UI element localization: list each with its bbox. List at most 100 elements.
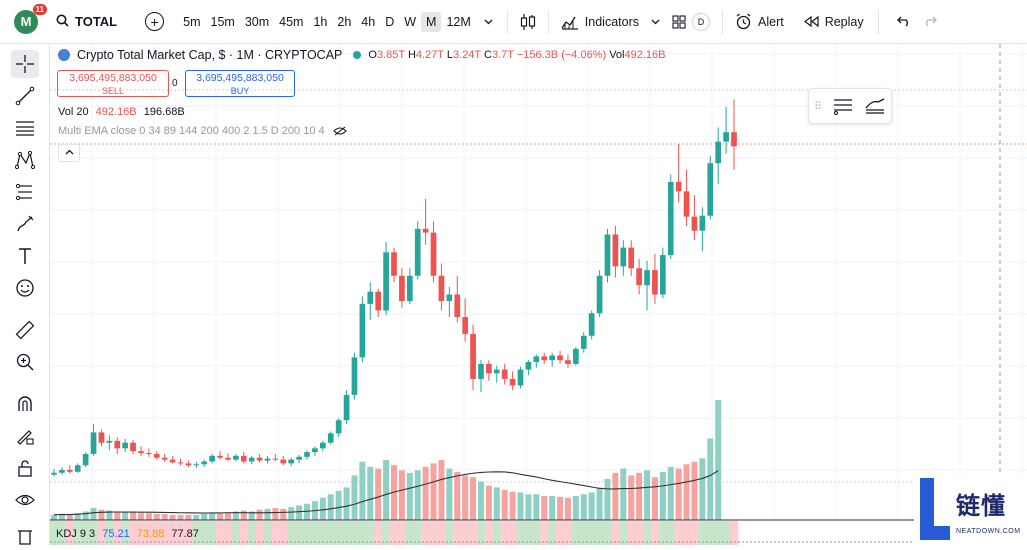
close-label: C [484,49,492,61]
candle-body [122,442,129,449]
replay-button[interactable]: Replay [798,12,870,32]
interval-w[interactable]: W [404,14,417,29]
volume-bar [90,508,97,520]
drag-handle-icon[interactable]: ⠿ [813,100,823,113]
kdj-band [239,521,249,545]
indicators-icon [561,16,578,30]
chart-type-button[interactable] [514,10,542,34]
sell-button[interactable]: 3,695,495,883,050 SELL [57,70,169,97]
interval-1h[interactable]: 1h [313,14,328,29]
candle-body [557,355,563,361]
brush-icon[interactable] [11,210,39,238]
volume-bar [612,472,619,520]
interval-15m[interactable]: 15m [210,14,235,29]
separator [722,9,723,34]
kdj-band [477,521,486,545]
add-symbol-icon[interactable]: + [145,12,165,31]
pattern-icon[interactable] [11,146,39,174]
volume-label: Vol 20 [58,106,89,118]
interval-dropdown-icon[interactable] [476,16,501,28]
interval-2h[interactable]: 2h [337,14,352,29]
volume-bar [707,438,714,520]
eye-icon[interactable] [11,486,39,514]
trash-icon[interactable] [11,522,39,550]
volume-bar [169,514,176,520]
crosshair-icon[interactable] [11,50,39,78]
candle-body [493,369,500,374]
volume-bar [343,487,350,520]
candle-body [486,363,492,374]
avatar-letter: M [20,14,32,29]
candle-body [248,457,255,462]
kdj-band [160,521,170,545]
indicators-dropdown-icon[interactable] [645,16,666,28]
ruler-icon[interactable] [11,316,39,344]
volume-bar [446,468,453,520]
alert-button[interactable]: Alert [729,10,790,33]
redo-button[interactable] [917,13,943,30]
volume-ma-line [53,470,719,516]
emoji-icon[interactable] [11,274,39,302]
volume-bar [580,494,587,520]
legend-title[interactable]: Crypto Total Market Cap, $ · 1M · CRYPTO… [77,48,343,62]
trend-lines-icon[interactable] [864,96,886,116]
price-chart[interactable] [50,44,1027,545]
kdj-band [674,521,684,545]
magnet-icon[interactable] [11,390,39,418]
symbol-search[interactable]: TOTAL [56,14,117,30]
layouts-button[interactable] [666,12,692,32]
kdj-band [263,521,272,545]
horizontal-lines-icon[interactable] [832,96,854,116]
volume-bar [620,468,627,520]
interval-d[interactable]: D [385,14,395,29]
volume-bar [470,477,477,520]
volume-legend[interactable]: Vol 20 492.16B 196.68B [58,106,185,118]
kdj-band [445,521,454,545]
volume-value-2: 196.68B [143,106,185,118]
candle-body [296,456,302,460]
zoom-in-icon[interactable] [11,348,39,376]
interval-5m[interactable]: 5m [183,14,201,29]
trend-line-icon[interactable] [11,82,39,110]
interval-12m[interactable]: 12M [446,14,471,29]
buy-button[interactable]: 3,695,495,883,050 BUY [185,70,295,97]
candle-body [691,216,698,231]
kdj-band [303,521,312,545]
top-toolbar: M 11 TOTAL + 5m 15m 30m 45m 1h 2h 4h D W M 12M Ind… [0,0,1027,44]
interval-30m[interactable]: 30m [244,14,270,29]
candle-body [106,440,113,443]
interval-m[interactable]: M [421,11,442,32]
hidden-eye-icon[interactable] [332,126,347,136]
interval-4h[interactable]: 4h [361,14,376,29]
kdj-legend[interactable]: KDJ 9 3 75.21 73.88 77.87 [56,528,199,540]
candle-body [185,463,192,466]
candle-body [675,181,682,192]
candle-body [683,191,690,217]
d-badge[interactable]: D [692,12,710,31]
volume-bar [715,400,722,520]
kdj-band [595,521,605,545]
collapse-legend-button[interactable] [58,144,80,162]
candle-body [549,355,555,361]
lock-drawings-icon[interactable] [11,422,39,450]
ema-legend[interactable]: Multi EMA close 0 34 89 144 200 400 2 1.… [58,125,347,137]
interval-45m[interactable]: 45m [279,14,304,29]
candle-body [375,291,382,311]
kdj-band [121,521,130,545]
lock-icon[interactable] [11,454,39,482]
fib-retracement-icon[interactable] [11,114,39,142]
candle-body [130,442,136,452]
candle-body [723,132,729,142]
indicators-button[interactable]: Indicators [555,11,645,33]
volume-bar [240,510,247,520]
volume-bar [280,508,287,520]
user-avatar[interactable]: M 11 [14,3,47,34]
volume-bar [232,511,239,520]
text-icon[interactable] [11,242,39,270]
volume-bar [375,468,382,520]
undo-button[interactable] [891,13,917,30]
forecast-icon[interactable] [11,178,39,206]
volume-bar [533,494,540,520]
kdj-band [698,521,707,545]
volume-bar [541,496,548,520]
